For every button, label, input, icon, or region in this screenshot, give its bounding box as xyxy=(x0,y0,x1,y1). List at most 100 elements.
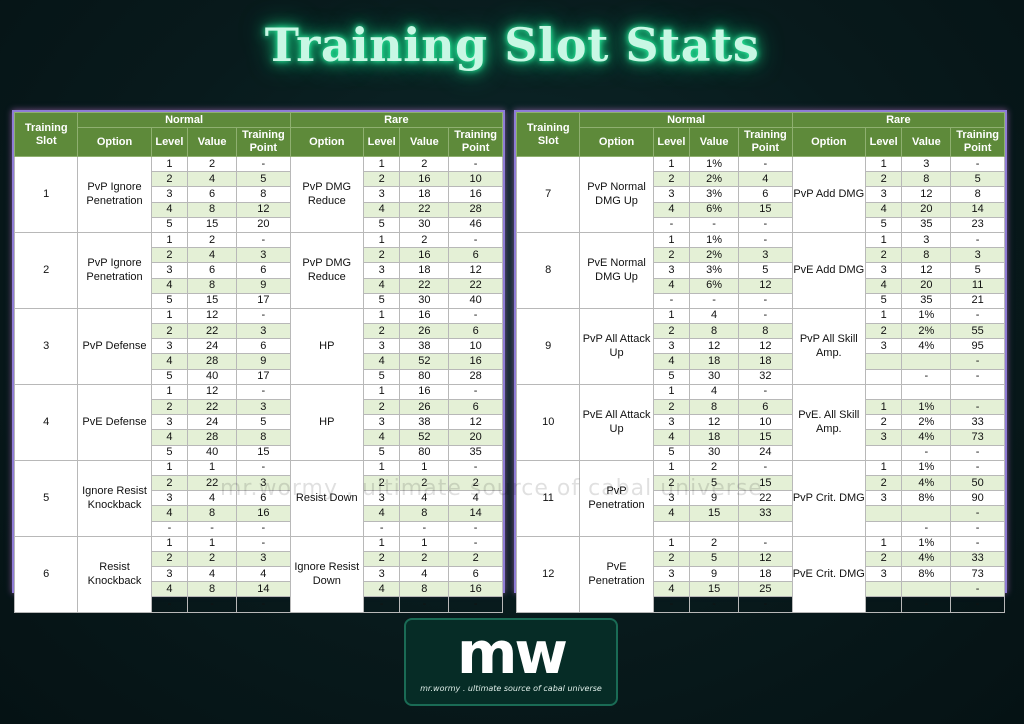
rare-value: 80 xyxy=(399,368,450,385)
rare-training-point: 16 xyxy=(448,353,503,370)
table-row: 4 PvE Defense 1 12- HP 1 16- xyxy=(13,383,503,461)
normal-level: 3 xyxy=(652,186,691,203)
normal-value: 2 xyxy=(187,231,238,249)
rare-training-point: 28 xyxy=(448,201,503,218)
rare-training-point: - xyxy=(448,155,503,173)
normal-value: 8 xyxy=(689,398,740,416)
normal-value: 2% xyxy=(689,247,740,264)
rare-value: 12 xyxy=(901,186,952,203)
normal-level: 5 xyxy=(150,444,189,461)
rare-value: 38 xyxy=(399,338,450,355)
normal-value: 12 xyxy=(689,414,740,431)
header-value: Value xyxy=(689,127,740,157)
rare-level: 4 xyxy=(362,201,401,218)
rare-level: 2 xyxy=(362,474,401,492)
rare-value: 16 xyxy=(399,247,450,264)
rare-training-point: - xyxy=(950,353,1005,370)
normal-level: 3 xyxy=(150,338,189,355)
normal-level: 4 xyxy=(652,505,691,522)
rare-level: 1 xyxy=(362,155,401,173)
header-option: Option xyxy=(791,127,866,157)
rare-value: 1 xyxy=(399,535,450,552)
slot-number: 12 xyxy=(515,535,581,613)
rare-training-point: 3 xyxy=(950,247,1005,264)
normal-level: 3 xyxy=(150,414,189,431)
rare-value: 1% xyxy=(901,307,952,325)
table-row: - - -5 35 21 xyxy=(517,292,1005,309)
normal-level xyxy=(652,520,691,537)
header-training-point: Training Point xyxy=(950,127,1005,157)
rare-level: 3 xyxy=(362,262,401,279)
rare-training-point: - xyxy=(448,231,503,249)
normal-value: 2 xyxy=(187,155,238,173)
rare-level xyxy=(864,368,903,385)
normal-training-point: 3 xyxy=(236,247,291,264)
rare-level: 1 xyxy=(864,155,903,173)
rare-training-point: - xyxy=(950,505,1005,522)
rare-value: 1 xyxy=(399,459,450,476)
rare-training-point: - xyxy=(950,535,1005,552)
normal-level: 5 xyxy=(150,216,189,233)
normal-training-point: 5 xyxy=(236,414,291,431)
normal-training-point: 32 xyxy=(738,368,793,385)
rare-level: - xyxy=(362,596,401,613)
normal-value: - xyxy=(689,216,740,233)
normal-option: Resist Knockback xyxy=(77,535,152,613)
rare-training-point: - xyxy=(950,307,1005,325)
normal-level: - xyxy=(150,520,189,537)
table-row: 1 PvP Ignore Penetration 1 2- PvP DMG Reduce… xyxy=(13,155,503,233)
rare-value xyxy=(901,383,952,401)
normal-training-point: - xyxy=(236,535,291,552)
rare-value: 2 xyxy=(399,550,450,568)
normal-value: 3% xyxy=(689,186,740,203)
rare-value: 8 xyxy=(399,581,450,598)
rare-training-point: 14 xyxy=(950,201,1005,218)
rare-value: 2 xyxy=(399,474,450,492)
rare-level: 1 xyxy=(362,459,401,476)
table-row: 12 PvE Penetration 1 2- PvE Crit. DMG 1 1% - xyxy=(515,535,1005,613)
rare-value: - xyxy=(399,596,450,613)
normal-value: 6% xyxy=(689,277,740,294)
normal-training-point: - xyxy=(236,520,291,537)
normal-training-point: - xyxy=(738,596,793,613)
normal-training-point: 12 xyxy=(738,338,793,355)
rare-training-point: - xyxy=(950,155,1005,173)
table-row: 3 PvP Defense 1 12- HP 1 16- xyxy=(13,307,503,385)
table-row: 5 30 32 - - xyxy=(517,368,1005,385)
rare-value: 4% xyxy=(901,429,952,446)
normal-level: 5 xyxy=(652,368,691,385)
rare-training-point: - xyxy=(448,307,503,325)
table-body: 7 PvP Normal DMG Up 1 1% - PvP Add DMG 1 3-2 2% 4… xyxy=(515,155,1005,613)
normal-value: 18 xyxy=(689,429,740,446)
rare-option: PvP Crit. DMG xyxy=(791,459,866,537)
rare-training-point: 33 xyxy=(950,414,1005,431)
header-normal: Normal xyxy=(579,112,793,128)
rare-value: - xyxy=(901,444,952,461)
rare-value: 18 xyxy=(399,186,450,203)
normal-value: 5 xyxy=(689,474,740,492)
normal-value: - xyxy=(689,292,740,309)
slot-number: 1 xyxy=(13,156,79,233)
normal-level: 2 xyxy=(150,550,189,568)
normal-training-point: 17 xyxy=(236,368,291,385)
table-row: 5 40 15 5 80 35 xyxy=(15,444,503,461)
rare-option: PvE Crit. DMG xyxy=(791,535,866,613)
header-level: Level xyxy=(864,127,903,157)
normal-level: - xyxy=(652,292,691,309)
rare-level: 3 xyxy=(362,186,401,203)
rare-level: 3 xyxy=(864,262,903,279)
normal-value: 12 xyxy=(187,383,238,401)
table-row: 2 8 8 2 2% 55 xyxy=(517,323,1005,340)
normal-value: 40 xyxy=(187,368,238,385)
table-row: 4 6% 15 4 20 14 xyxy=(517,201,1005,218)
normal-value: 22 xyxy=(187,323,238,340)
normal-training-point: 8 xyxy=(236,186,291,203)
stats-table-left: Training Slot Normal Rare Option Level V… xyxy=(12,110,505,613)
normal-level: 1 xyxy=(150,155,189,173)
normal-training-point: - xyxy=(738,459,793,476)
slot-number: 9 xyxy=(515,307,581,385)
rare-level: 1 xyxy=(362,307,401,325)
normal-option: PvP Defense xyxy=(77,307,152,385)
rare-level xyxy=(864,505,903,522)
header-level: Level xyxy=(652,127,691,157)
